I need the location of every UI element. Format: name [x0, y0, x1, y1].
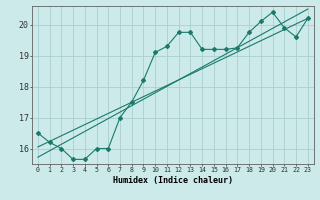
X-axis label: Humidex (Indice chaleur): Humidex (Indice chaleur)	[113, 176, 233, 185]
